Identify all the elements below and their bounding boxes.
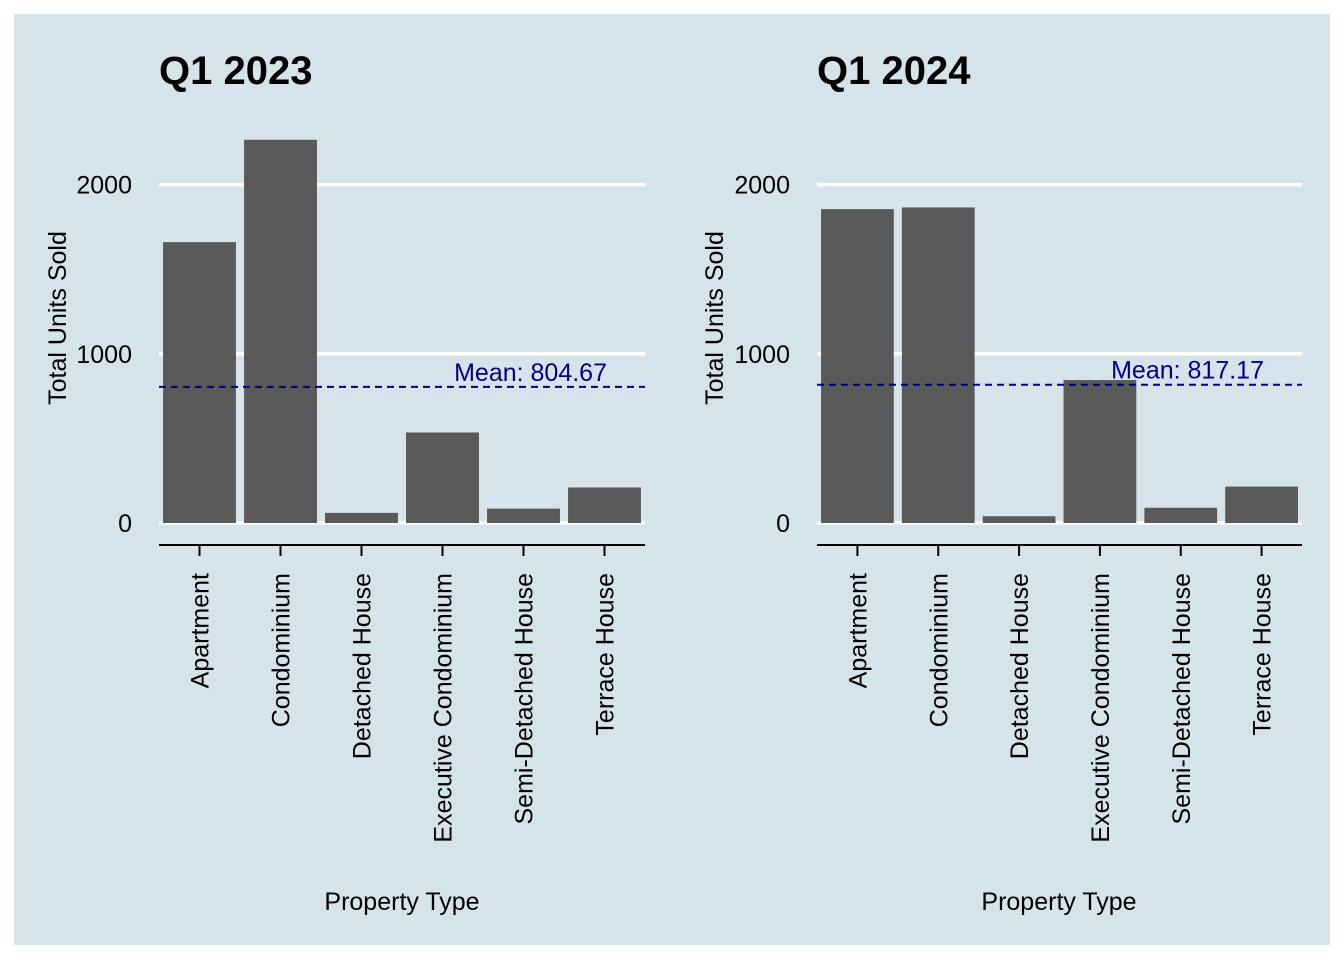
x-tick-label: Terrace House bbox=[1249, 573, 1277, 736]
bar-executive-condominium bbox=[1063, 380, 1137, 524]
y-axis-label: Total Units Sold bbox=[701, 231, 729, 405]
x-tick-label: Condominium bbox=[925, 573, 953, 727]
bar-apartment bbox=[163, 242, 236, 524]
bar-terrace-house bbox=[568, 487, 641, 524]
bar-condominium bbox=[901, 207, 975, 524]
panel-title: Q1 2023 bbox=[159, 49, 312, 93]
y-tick-labels: 0 1000 2000 bbox=[734, 172, 790, 538]
gridlines bbox=[159, 182, 645, 525]
x-ticks: Apartment Condominium Detached House Execut… bbox=[844, 545, 1277, 843]
x-axis-label: Property Type bbox=[981, 888, 1136, 916]
x-tick-label: Condominium bbox=[268, 573, 296, 727]
bar-condominium bbox=[244, 139, 317, 524]
x-axis-label: Property Type bbox=[324, 888, 479, 916]
y-tick-label: 1000 bbox=[734, 341, 790, 369]
panel-q1-2024: Q1 2024 Mean: 817.17 0 1000 2000 Apartment… bbox=[701, 49, 1302, 916]
bar-detached-house bbox=[982, 516, 1056, 524]
x-tick-label: Apartment bbox=[187, 573, 215, 688]
panel-title: Q1 2024 bbox=[817, 49, 971, 93]
mean-label: Mean: 817.17 bbox=[1111, 357, 1264, 385]
gridlines bbox=[817, 182, 1302, 525]
bar-semi-detached-house bbox=[1144, 507, 1218, 524]
x-tick-label: Executive Condominium bbox=[1087, 573, 1115, 843]
bars bbox=[821, 207, 1298, 524]
y-tick-label: 0 bbox=[776, 510, 790, 538]
bar-terrace-house bbox=[1225, 486, 1298, 524]
x-tick-label: Apartment bbox=[844, 573, 872, 688]
mean-label: Mean: 804.67 bbox=[454, 359, 607, 387]
bar-semi-detached-house bbox=[487, 508, 560, 524]
bar-detached-house bbox=[325, 512, 398, 524]
bars bbox=[163, 139, 641, 524]
y-axis-label: Total Units Sold bbox=[44, 231, 72, 405]
y-tick-label: 0 bbox=[118, 510, 132, 538]
x-tick-label: Semi-Detached House bbox=[511, 573, 539, 825]
bar-apartment bbox=[821, 209, 894, 524]
x-ticks: Apartment Condominium Detached House Execut… bbox=[187, 545, 620, 843]
x-tick-label: Terrace House bbox=[592, 573, 620, 736]
panel-q1-2023: Q1 2023 Mean: 804.67 0 1000 2000 Apartment… bbox=[44, 49, 645, 916]
x-tick-label: Semi-Detached House bbox=[1168, 573, 1196, 825]
y-tick-label: 2000 bbox=[734, 172, 790, 200]
y-tick-label: 1000 bbox=[76, 341, 132, 369]
bar-executive-condominium bbox=[406, 432, 479, 524]
y-tick-labels: 0 1000 2000 bbox=[76, 172, 132, 538]
x-tick-label: Detached House bbox=[1006, 573, 1034, 759]
x-tick-label: Detached House bbox=[349, 573, 377, 759]
x-tick-label: Executive Condominium bbox=[430, 573, 458, 843]
y-tick-label: 2000 bbox=[76, 172, 132, 200]
